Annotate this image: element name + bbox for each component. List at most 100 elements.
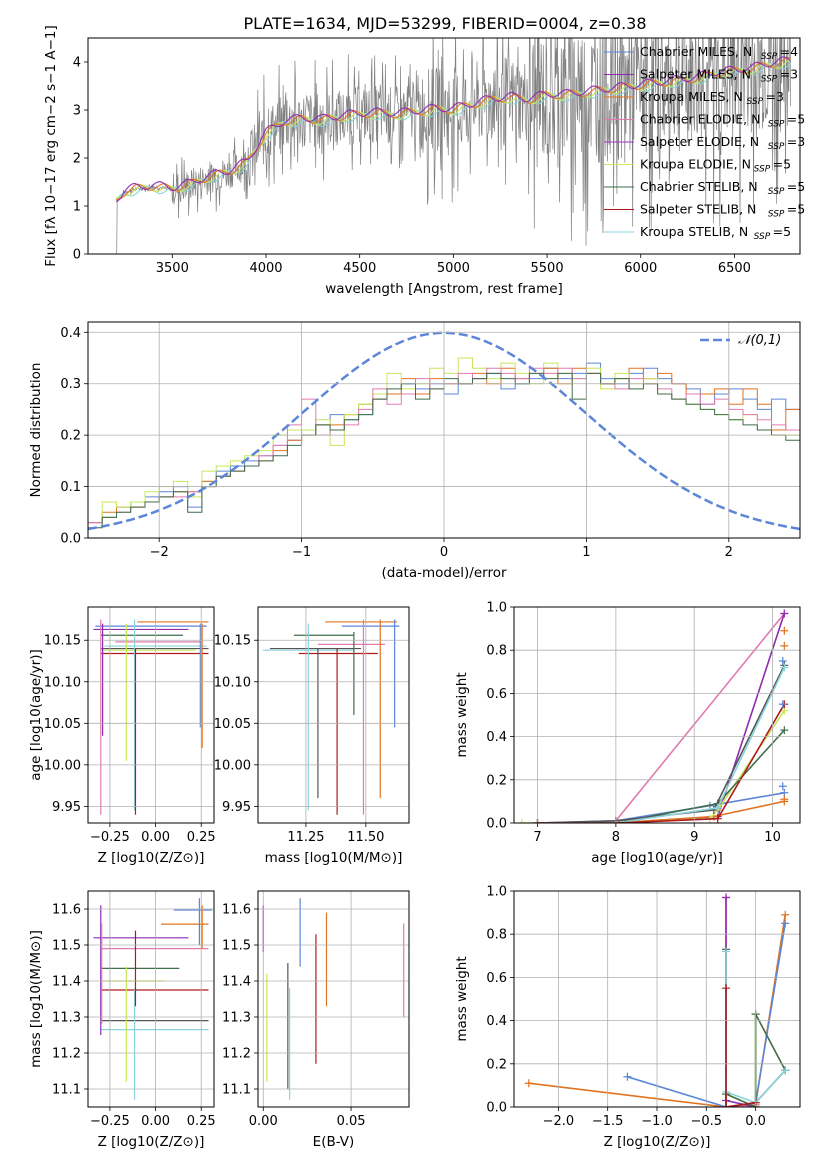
y-tick-label: 0.2	[60, 429, 81, 444]
x-tick-label: 0.0	[745, 1114, 766, 1129]
data-point-marker	[722, 1103, 731, 1107]
legend-count: =5	[787, 179, 805, 194]
data-point-marker	[722, 984, 731, 993]
mass-weight-series	[537, 703, 785, 823]
x-axis-label: E(B-V)	[313, 1134, 355, 1150]
x-axis-label: (data-model)/error	[381, 565, 507, 581]
legend-label: Chabrier STELIB, N	[640, 179, 758, 194]
x-tick-label: 5500	[531, 261, 564, 276]
legend-count: =4	[780, 44, 798, 59]
data-point-marker	[781, 1066, 790, 1075]
legend-subscript: SSP	[747, 97, 764, 107]
y-tick-label: 11.2	[222, 1047, 251, 1062]
residual-histogram-panel: −2 −1 0 1 2 0.0 0.1 0.2 0.3 0.4 (data-model)/error…	[28, 321, 801, 581]
legend-subscript: SSP	[768, 142, 785, 152]
axes-frame	[87, 321, 801, 539]
y-tick-label: 11.6	[52, 903, 81, 918]
plot-area	[93, 619, 209, 815]
y-tick-label: 1.0	[486, 885, 507, 900]
y-tick-label: 0	[73, 248, 81, 263]
legend-subscript: SSP	[768, 187, 785, 197]
data-point-marker	[517, 819, 526, 823]
age-vs-mass-panel: 11.25 11.50 9.95 10.00 10.05 10.10 10.15 mass […	[214, 606, 410, 866]
data-point-marker	[780, 609, 789, 618]
y-tick-label: 0.4	[60, 326, 81, 341]
x-tick-label: 11.25	[287, 830, 324, 845]
observed-spectrum	[116, 38, 791, 254]
legend-label: Chabrier ELODIE, N	[640, 112, 760, 127]
mass-weight-series	[537, 729, 785, 823]
legend-subscript: SSP	[761, 52, 778, 62]
x-tick-label: 4000	[249, 261, 282, 276]
plot-area	[262, 619, 400, 815]
y-tick-label: 11.1	[222, 1083, 251, 1098]
legend-subscript: SSP	[754, 165, 771, 175]
x-tick-label: 0.00	[141, 1114, 170, 1129]
y-tick-label: 0.2	[486, 1057, 507, 1072]
y-axis-label: Flux [fλ 10−17 erg cm−2 s−1 A−1]	[43, 25, 59, 266]
x-tick-label: −1	[292, 545, 311, 560]
legend-label: Salpeter STELIB, N	[640, 202, 756, 217]
model-spectrum	[115, 56, 791, 203]
y-tick-label: 10.10	[214, 675, 251, 690]
x-tick-label: 6500	[718, 261, 751, 276]
y-tick-label: 0.1	[60, 480, 81, 495]
x-tick-label: 0.25	[187, 1114, 216, 1129]
data-point-marker	[713, 803, 722, 812]
mass-weight-series	[725, 897, 756, 1107]
legend-label: Kroupa MILES, N	[640, 89, 743, 104]
y-tick-label: 0.8	[486, 644, 507, 659]
x-tick-label: 4500	[343, 261, 376, 276]
x-tick-label: 0.00	[249, 1114, 278, 1129]
y-tick-label: 10.15	[214, 634, 251, 649]
data-point-marker	[780, 795, 789, 804]
x-axis-label: mass [log10(M/M⊙)]	[265, 850, 403, 866]
y-tick-label: 0.4	[486, 1014, 507, 1029]
legend-label: Chabrier MILES, N	[640, 44, 752, 59]
y-tick-label: 10.05	[44, 717, 81, 732]
figure-title: PLATE=1634, MJD=53299, FIBERID=0004, z=0…	[243, 14, 646, 33]
plot-area	[262, 898, 405, 1100]
x-tick-label: −0.5	[691, 1114, 723, 1129]
x-tick-label: 0.00	[141, 830, 170, 845]
legend-label: Kroupa STELIB, N	[640, 224, 748, 239]
legend-label: Salpeter ELODIE, N	[640, 134, 759, 149]
y-tick-label: 9.95	[52, 800, 81, 815]
legend-count: =5	[773, 224, 791, 239]
histogram-series	[88, 362, 800, 538]
x-tick-label: 6000	[624, 261, 657, 276]
data-point-marker	[780, 626, 789, 635]
y-tick-label: 0.6	[486, 687, 507, 702]
legend-count: =5	[773, 157, 791, 172]
mass-weight-series	[725, 897, 756, 1107]
x-axis-label: Z [log10(Z/Z⊙)]	[604, 1134, 711, 1150]
axes-frame	[257, 890, 410, 1108]
y-tick-label: 0.6	[486, 971, 507, 986]
spectrum-panel: 3500 4000 4500 5000 5500 6000 6500 0 1 2 3 4 wavelen…	[43, 25, 805, 297]
data-point-marker	[709, 806, 718, 815]
age-vs-metallicity-panel: −0.25 0.00 0.25 9.95 10.00 10.05 10.10 10.15 Z […	[28, 606, 216, 866]
x-tick-label: −1.5	[592, 1114, 624, 1129]
x-axis-label: Z [log10(Z/Z⊙)]	[98, 1134, 205, 1150]
y-tick-label: 1.0	[486, 601, 507, 616]
legend-label: Salpeter MILES, N	[640, 67, 751, 82]
x-tick-label: −0.25	[90, 830, 130, 845]
plot-area	[517, 609, 789, 823]
axes-frame	[87, 37, 801, 255]
y-tick-label: 11.3	[222, 1011, 251, 1026]
legend-count: =5	[787, 202, 805, 217]
plot-area	[115, 38, 792, 254]
y-tick-label: 11.5	[52, 939, 81, 954]
x-tick-label: 8	[612, 830, 620, 845]
legend-count: =3	[766, 89, 784, 104]
y-axis-label: age [log10(age/yr)]	[28, 649, 44, 781]
legend-count: =3	[787, 134, 805, 149]
y-tick-label: 11.4	[52, 975, 81, 990]
y-tick-label: 11.3	[52, 1011, 81, 1026]
mass-vs-ebv-panel: 0.00 0.05 11.1 11.2 11.3 11.4 11.5 11.6 E(B-V)	[222, 890, 410, 1150]
x-tick-label: 10	[764, 830, 781, 845]
y-tick-label: 1	[73, 200, 81, 215]
y-axis-label: mass weight	[454, 672, 470, 757]
x-tick-label: 3500	[156, 261, 189, 276]
x-tick-label: 7	[533, 830, 541, 845]
